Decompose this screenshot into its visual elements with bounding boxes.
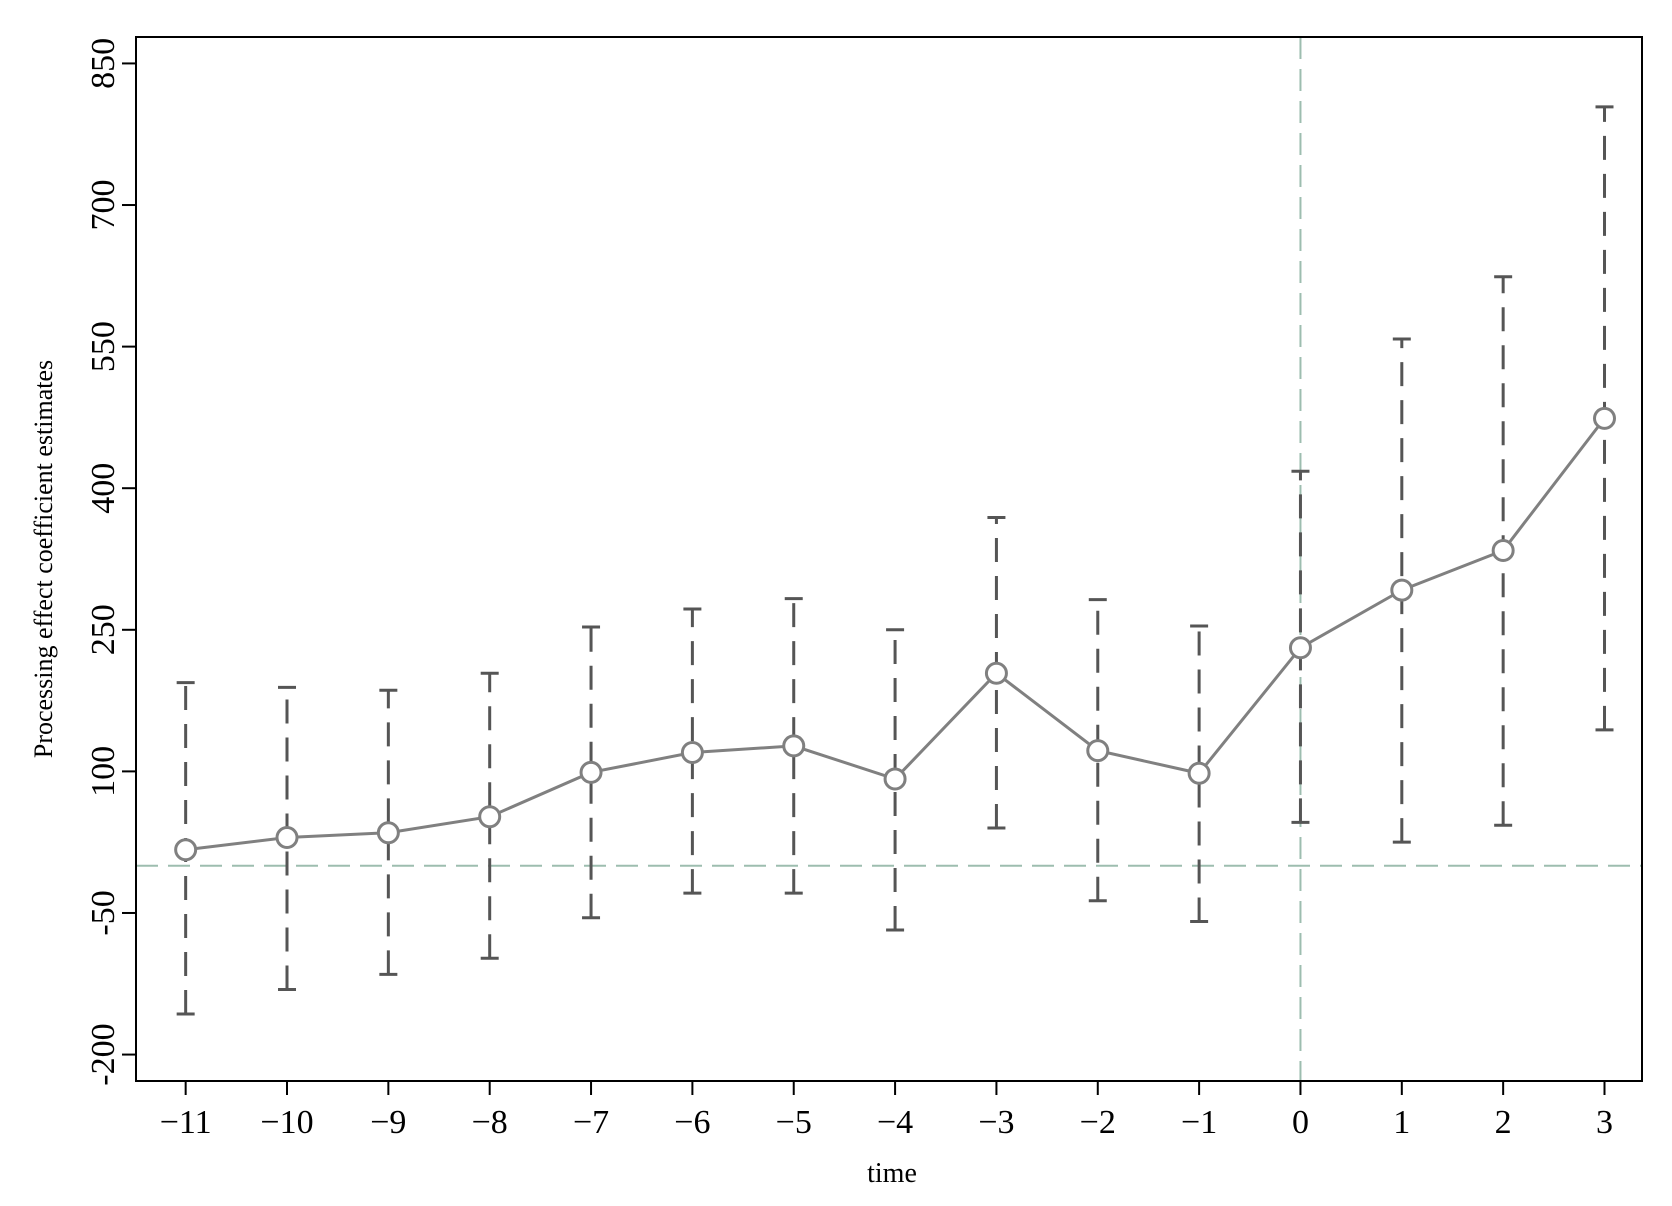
y-tick-label: 400: [85, 463, 122, 514]
point: [1288, 636, 1312, 660]
plot-frame: [135, 36, 1643, 1082]
y-axis-title: Processing effect coefficient estimates: [29, 360, 58, 758]
point: [579, 760, 603, 784]
y-tick-label: 550: [85, 321, 122, 372]
point: [1593, 406, 1617, 430]
y-tick-label: -200: [85, 1023, 122, 1085]
x-tick-label: 1: [1393, 1104, 1410, 1141]
x-tick-label: 0: [1292, 1104, 1309, 1141]
x-tick-label: −2: [1080, 1104, 1116, 1141]
x-axis-title: time: [867, 1158, 917, 1189]
point: [478, 805, 502, 829]
y-tick-label: 700: [85, 180, 122, 231]
point: [1187, 761, 1211, 785]
y-tick-label: 850: [85, 38, 122, 89]
x-tick-label: 2: [1495, 1104, 1512, 1141]
y-tick-label: 250: [85, 604, 122, 655]
point: [1491, 539, 1515, 563]
x-tick-label: −1: [1181, 1104, 1217, 1141]
point: [174, 838, 198, 862]
y-tick-label: 100: [85, 746, 122, 797]
x-tick-label: −9: [370, 1104, 406, 1141]
point: [376, 821, 400, 845]
point: [680, 741, 704, 765]
x-tick-label: −11: [160, 1104, 212, 1141]
point: [1086, 739, 1110, 763]
x-tick-label: −3: [978, 1104, 1014, 1141]
y-tick-label: -50: [85, 890, 122, 935]
x-tick-label: −5: [776, 1104, 812, 1141]
x-tick-label: −7: [573, 1104, 609, 1141]
x-tick-label: −10: [260, 1104, 313, 1141]
point: [883, 767, 907, 791]
point: [1390, 578, 1414, 602]
point: [275, 825, 299, 849]
x-tick-label: −8: [472, 1104, 508, 1141]
x-tick-label: −4: [877, 1104, 913, 1141]
point: [984, 661, 1008, 685]
point: [782, 734, 806, 758]
x-tick-label: −6: [674, 1104, 710, 1141]
x-tick-label: 3: [1596, 1104, 1613, 1141]
